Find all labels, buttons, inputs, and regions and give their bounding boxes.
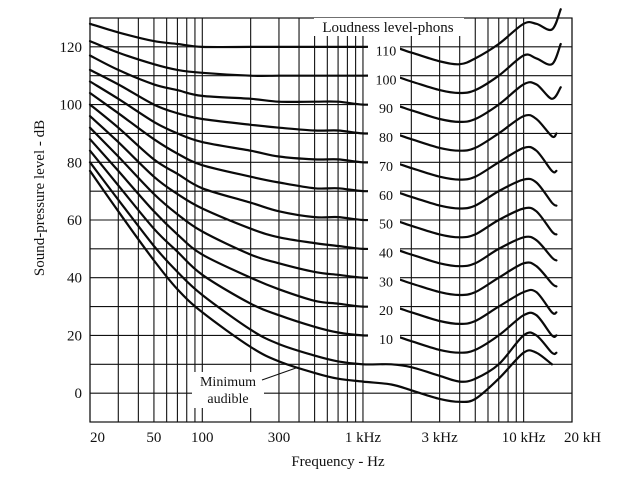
x-tick-labels: 20 50 100 300 1 kHz 3 kHz 10 kHz 20 kH (90, 430, 601, 446)
curve-label-110: 110 (376, 45, 396, 60)
annotation-background (192, 372, 264, 408)
x-tick-label: 100 (191, 430, 214, 446)
y-tick-label: 40 (67, 271, 82, 287)
curve-label-80: 80 (379, 131, 393, 146)
curve-label-background (368, 130, 400, 147)
x-tick-label: 1 kHz (345, 430, 382, 446)
y-tick-label: 0 (75, 386, 83, 402)
x-tick-label: 50 (146, 430, 161, 446)
y-tick-label: 80 (67, 155, 82, 171)
curve-label-100: 100 (376, 73, 397, 88)
x-tick-label: 20 kH (564, 430, 601, 446)
y-tick-labels: 0 20 40 60 80 100 120 (60, 40, 83, 402)
x-tick-label: 300 (268, 430, 291, 446)
y-tick-label: 60 (67, 213, 82, 229)
curve-label-background (368, 245, 400, 262)
curve-label-30: 30 (379, 275, 393, 290)
curve-30-phon (88, 138, 558, 325)
annotation-line-1: Minimum (200, 375, 256, 390)
curve-10-phon (88, 161, 558, 383)
curve-label-background (368, 187, 400, 204)
curve-label-60: 60 (379, 189, 393, 204)
curve-minimum-audible (88, 169, 553, 404)
y-tick-label: 120 (60, 40, 83, 56)
curve-90-phon (88, 68, 558, 152)
y-tick-label: 20 (67, 328, 82, 344)
annotation-leader-line (261, 367, 297, 381)
x-tick-label: 3 kHz (422, 430, 459, 446)
y-axis-title: Sound-pressure level - dB (32, 120, 48, 276)
x-axis-title: Frequency - Hz (291, 454, 385, 470)
curve-label-90: 90 (379, 102, 393, 117)
curve-labels: 102030405060708090100110120 (368, 14, 400, 349)
annotation-line-2: audible (207, 392, 248, 407)
curve-label-10: 10 (379, 333, 393, 348)
y-tick-label: 100 (60, 98, 83, 114)
curve-label-background (368, 43, 400, 60)
curve-label-50: 50 (379, 218, 393, 233)
curve-label-70: 70 (379, 160, 393, 175)
curve-label-background (368, 101, 400, 118)
curve-label-background (368, 72, 400, 89)
grid (89, 17, 573, 423)
legend-title: Loudness level-phons (322, 20, 453, 36)
curve-label-40: 40 (379, 247, 393, 262)
legend-title-background (314, 18, 464, 36)
curve-label-background (368, 274, 400, 291)
curves (88, 8, 562, 404)
curve-label-background (368, 303, 400, 320)
curve-label-background (368, 158, 400, 175)
curve-label-20: 20 (379, 304, 393, 319)
x-tick-label: 20 (90, 430, 105, 446)
curve-label-background (368, 216, 400, 233)
x-tick-label: 10 kHz (502, 430, 546, 446)
curve-label-background (368, 332, 400, 349)
